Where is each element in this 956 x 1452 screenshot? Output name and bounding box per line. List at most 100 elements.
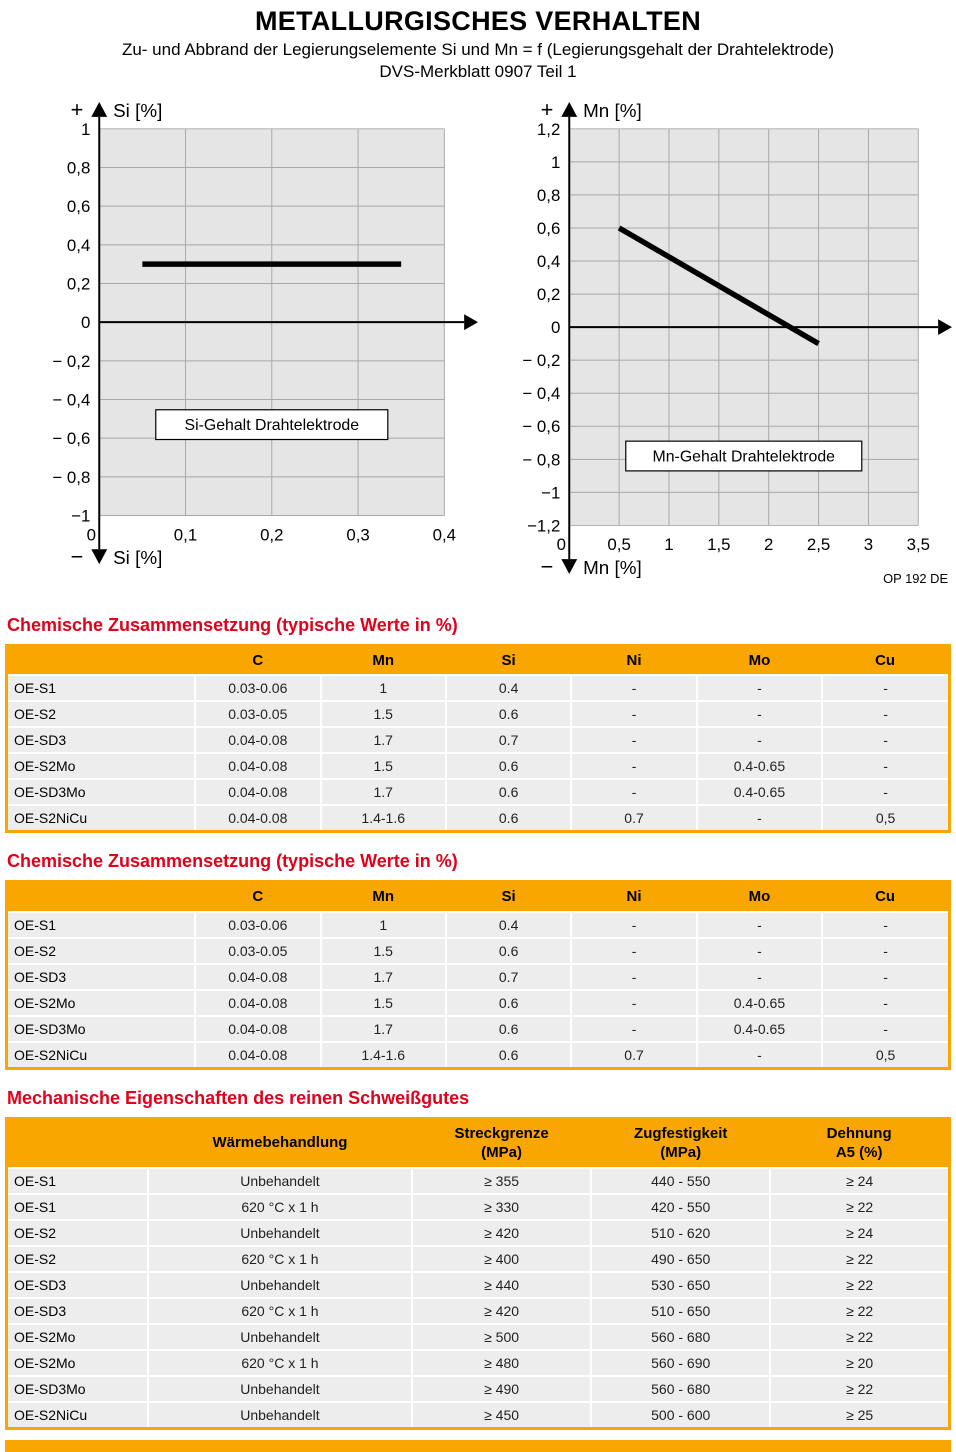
chemical-composition-table: C Mn Si Ni Mo Cu OE-S1 0.03-0.06 1 0.4- - - OE-S2 0.0… <box>5 643 951 833</box>
x-tick-label: 3,5 <box>907 535 930 554</box>
table-cell: Unbehandelt <box>146 1374 413 1403</box>
table-row: OE-SD3Mo 0.04-0.08 1.7 0.6-0.4-0.65- <box>5 778 951 806</box>
table-cell: 0.6 <box>444 1040 573 1069</box>
x-tick-label: 0,1 <box>174 525 197 544</box>
table-cell: 0.04-0.08 <box>194 1014 322 1043</box>
table-cell: 0.03-0.05 <box>194 700 322 728</box>
table-cell: 0.7 <box>570 804 698 833</box>
plot-code-label: OP 192 DE <box>883 570 948 585</box>
table-cell: 560 - 690 <box>590 1348 772 1377</box>
y-tick-label: − 0,4 <box>52 390 90 409</box>
table-cell: ≥ 480 <box>410 1348 593 1377</box>
x-axis-arrow <box>464 313 479 330</box>
table-cell: 420 - 550 <box>590 1192 772 1221</box>
page-title: METALLURGISCHES VERHALTEN <box>255 6 701 36</box>
table-cell: - <box>570 962 698 991</box>
x-tick-label: 0,2 <box>260 525 283 544</box>
y-tick-label: 0,2 <box>67 274 90 293</box>
table-cell: - <box>695 910 824 939</box>
table-cell: ≥ 420 <box>410 1296 593 1325</box>
table-cell: - <box>821 700 951 728</box>
table-cell: 1.4-1.6 <box>319 804 447 833</box>
y-tick-label: − 0,8 <box>52 467 90 486</box>
table-cell: 560 - 680 <box>590 1374 772 1403</box>
table-cell: 620 °C x 1 h <box>146 1192 413 1221</box>
column-header: Mn <box>320 645 446 675</box>
y-tick-label: − 0,6 <box>52 429 90 448</box>
table-cell: 0.04-0.08 <box>194 752 322 780</box>
row-label: OE-SD3Mo <box>5 1374 149 1403</box>
table-cell: - <box>570 936 698 965</box>
y-axis-arrow-down <box>561 558 578 574</box>
table-cell: - <box>570 910 698 939</box>
y-tick-label: 0,4 <box>67 235 90 254</box>
annotation-label: Si-Gehalt Drahtelektrode <box>185 417 360 434</box>
y-tick-label: 1 <box>81 119 90 138</box>
table-cell: 510 - 650 <box>590 1296 772 1325</box>
table-cell: 0.4 <box>444 910 573 939</box>
page-subtitle: Zu- und Abbrand der Legierungselemente S… <box>121 40 835 59</box>
row-label: OE-SD3 <box>5 1270 149 1299</box>
row-label: OE-S2 <box>5 700 197 728</box>
table-cell: ≥ 490 <box>410 1374 593 1403</box>
table-cell: 1.5 <box>319 700 447 728</box>
table-cell: 0.6 <box>444 988 573 1017</box>
si-burnoff-chart: + Si [%] − Si [%] 1 0,8 0,6 0,4 0,2 0 − 0,2 − 0,4 − … <box>52 96 479 569</box>
table-row: OE-S1 0.03-0.06 1 0.4- - - <box>5 910 951 939</box>
table-row: OE-S2 0.03-0.05 1.5 0.6- - - <box>5 700 951 728</box>
table-cell: 0.04-0.08 <box>194 778 322 806</box>
row-label: OE-S2Mo <box>5 1348 149 1377</box>
annotation-box <box>625 440 863 471</box>
table-cell: - <box>821 1014 951 1043</box>
column-header: Mo <box>696 645 823 675</box>
table-cell: 530 - 650 <box>590 1270 772 1299</box>
table-cell: 1.7 <box>319 962 447 991</box>
table-cell: 1.5 <box>319 936 447 965</box>
header-row: C Mn Si Ni Mo Cu <box>6 645 950 675</box>
y-tick-label: 0 <box>81 313 90 332</box>
y-tick-label: 1 <box>551 152 560 171</box>
table-cell: 0.6 <box>444 1014 573 1043</box>
table-cell: Unbehandelt <box>146 1218 413 1247</box>
column-header: Mo <box>696 881 823 912</box>
table-row: OE-SD3 Unbehandelt ≥ 440 530 - 650 ≥ 22 <box>5 1270 951 1299</box>
table-cell: 1.4-1.6 <box>319 1040 447 1069</box>
table-cell: 0,5 <box>821 804 951 833</box>
axis-label-top: Mn [%] <box>583 99 642 120</box>
table-cell: ≥ 22 <box>769 1270 951 1299</box>
table-cell: 620 °C x 1 h <box>146 1348 413 1377</box>
table-cell: 620 °C x 1 h <box>146 1296 413 1325</box>
table-cell: ≥ 450 <box>410 1400 593 1429</box>
row-label: OE-S2 <box>5 1244 149 1273</box>
y-tick-label: 1,2 <box>537 119 560 138</box>
y-tick-label: − 0,8 <box>522 450 560 469</box>
table-row: OE-SD3Mo 0.04-0.08 1.7 0.6-0.4-0.65- <box>5 1014 951 1043</box>
table-cell: 0.04-0.08 <box>194 988 322 1017</box>
table-cell: 1.7 <box>319 778 447 806</box>
column-header: Dehnung A5 (%) <box>770 1118 950 1168</box>
table-cell: 0.7 <box>444 726 573 754</box>
table-cell: - <box>695 804 824 833</box>
table-cell: - <box>695 936 824 965</box>
table-cell: ≥ 22 <box>769 1244 951 1273</box>
table-row: OE-S2Mo 0.04-0.08 1.5 0.6-0.4-0.65- <box>5 988 951 1017</box>
column-header <box>6 645 196 675</box>
table-row: OE-S2 620 °C x 1 h ≥ 400 490 - 650 ≥ 22 <box>5 1244 951 1273</box>
y-axis-arrow-up <box>91 101 108 117</box>
x-tick-label: 3 <box>864 535 873 554</box>
table-cell: - <box>570 1014 698 1043</box>
table-cell: 1.5 <box>319 988 447 1017</box>
axis-label-bottom: Si [%] <box>113 547 162 568</box>
x-tick-label: 0 <box>87 525 96 544</box>
table-cell: 0.4-0.65 <box>695 988 824 1017</box>
x-tick-label: 0,5 <box>607 535 630 554</box>
y-tick-label: − 0,6 <box>522 417 560 436</box>
table-cell: 500 - 600 <box>590 1400 772 1429</box>
column-header: Cu <box>822 645 950 675</box>
section-heading: Chemische Zusammensetzung (typische Wert… <box>7 851 458 871</box>
table-cell: - <box>570 674 698 702</box>
header-row: Wärmebehandlung Streckgrenze (MPa) Zugfest… <box>6 1118 950 1168</box>
page-header: METALLURGISCHES VERHALTEN Zu- und Abbran… <box>0 0 956 83</box>
y-tick-label: 0,8 <box>537 185 560 204</box>
table-cell: - <box>821 752 951 780</box>
